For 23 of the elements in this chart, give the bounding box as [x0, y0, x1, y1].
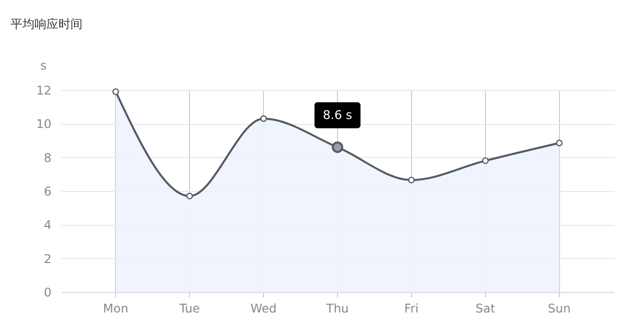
- y-tick-label: 8: [44, 150, 52, 165]
- x-tick-label: Fri: [404, 302, 419, 316]
- x-tick-label: Tue: [178, 302, 200, 316]
- x-tick-label: Thu: [325, 302, 349, 316]
- chart-title: 平均响应时间: [10, 17, 83, 31]
- point: [186, 192, 193, 200]
- y-tick-label: 2: [44, 252, 52, 266]
- x-tick-label: Mon: [103, 302, 128, 316]
- y-tick-label: 0: [44, 286, 52, 300]
- point: [260, 115, 267, 122]
- y-tick-label: 12: [36, 84, 52, 98]
- y-axis-title: s: [40, 58, 47, 72]
- y-tick-label: 4: [44, 218, 52, 232]
- y-tick-label: 6: [44, 184, 52, 198]
- x-tick-label: Wed: [250, 302, 277, 316]
- x-tick-label: Sun: [548, 302, 571, 316]
- point: [408, 176, 415, 184]
- x-tick-label: Sat: [476, 302, 496, 316]
- point: [556, 140, 563, 146]
- annotation: 8.6 s: [322, 108, 352, 122]
- y-tick-label: 10: [36, 117, 52, 132]
- point: [112, 88, 120, 96]
- point: [482, 157, 489, 164]
